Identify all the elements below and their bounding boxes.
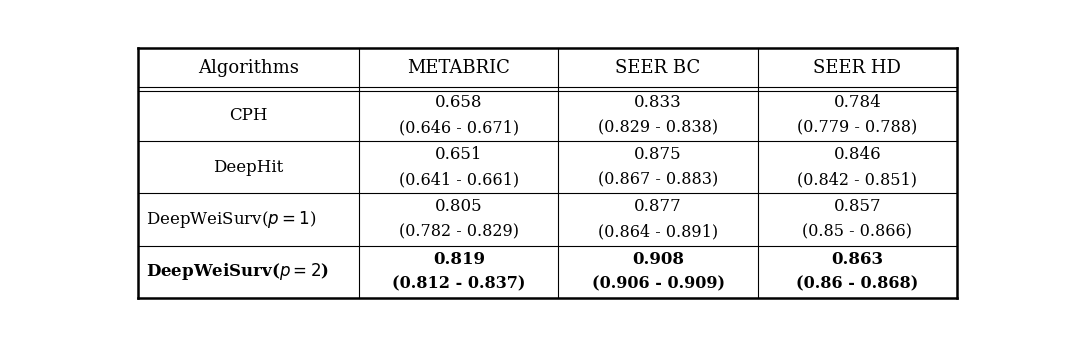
Text: (0.779 - 0.788): (0.779 - 0.788): [798, 119, 917, 136]
Text: 0.846: 0.846: [834, 146, 881, 163]
Text: 0.784: 0.784: [833, 94, 881, 111]
Text: (0.867 - 0.883): (0.867 - 0.883): [598, 171, 718, 188]
Text: SEER BC: SEER BC: [615, 59, 701, 77]
Text: 0.863: 0.863: [831, 251, 883, 267]
Text: (0.829 - 0.838): (0.829 - 0.838): [598, 119, 718, 136]
Text: DeepHit: DeepHit: [214, 159, 283, 176]
Text: 0.875: 0.875: [634, 146, 681, 163]
Text: DeepWeiSurv($p = 1$): DeepWeiSurv($p = 1$): [146, 209, 316, 230]
Text: (0.864 - 0.891): (0.864 - 0.891): [598, 224, 718, 241]
Text: 0.833: 0.833: [634, 94, 682, 111]
Text: (0.842 - 0.851): (0.842 - 0.851): [798, 171, 917, 188]
Text: 0.658: 0.658: [435, 94, 483, 111]
Text: CPH: CPH: [230, 106, 268, 123]
Text: METABRIC: METABRIC: [407, 59, 511, 77]
Text: (0.86 - 0.868): (0.86 - 0.868): [797, 276, 918, 293]
Text: (0.646 - 0.671): (0.646 - 0.671): [398, 119, 519, 136]
Text: 0.908: 0.908: [632, 251, 685, 267]
Text: (0.641 - 0.661): (0.641 - 0.661): [398, 171, 519, 188]
Text: 0.877: 0.877: [634, 198, 682, 215]
Text: DeepWeiSurv($p = 2$): DeepWeiSurv($p = 2$): [146, 261, 329, 282]
Text: (0.906 - 0.909): (0.906 - 0.909): [592, 276, 724, 293]
Text: (0.812 - 0.837): (0.812 - 0.837): [392, 276, 525, 293]
Text: 0.857: 0.857: [834, 198, 881, 215]
Text: (0.85 - 0.866): (0.85 - 0.866): [802, 224, 912, 241]
Text: Algorithms: Algorithms: [198, 59, 299, 77]
Text: 0.819: 0.819: [433, 251, 485, 267]
Text: (0.782 - 0.829): (0.782 - 0.829): [398, 224, 519, 241]
Text: 0.651: 0.651: [435, 146, 483, 163]
Text: 0.805: 0.805: [435, 198, 483, 215]
Text: SEER HD: SEER HD: [814, 59, 901, 77]
